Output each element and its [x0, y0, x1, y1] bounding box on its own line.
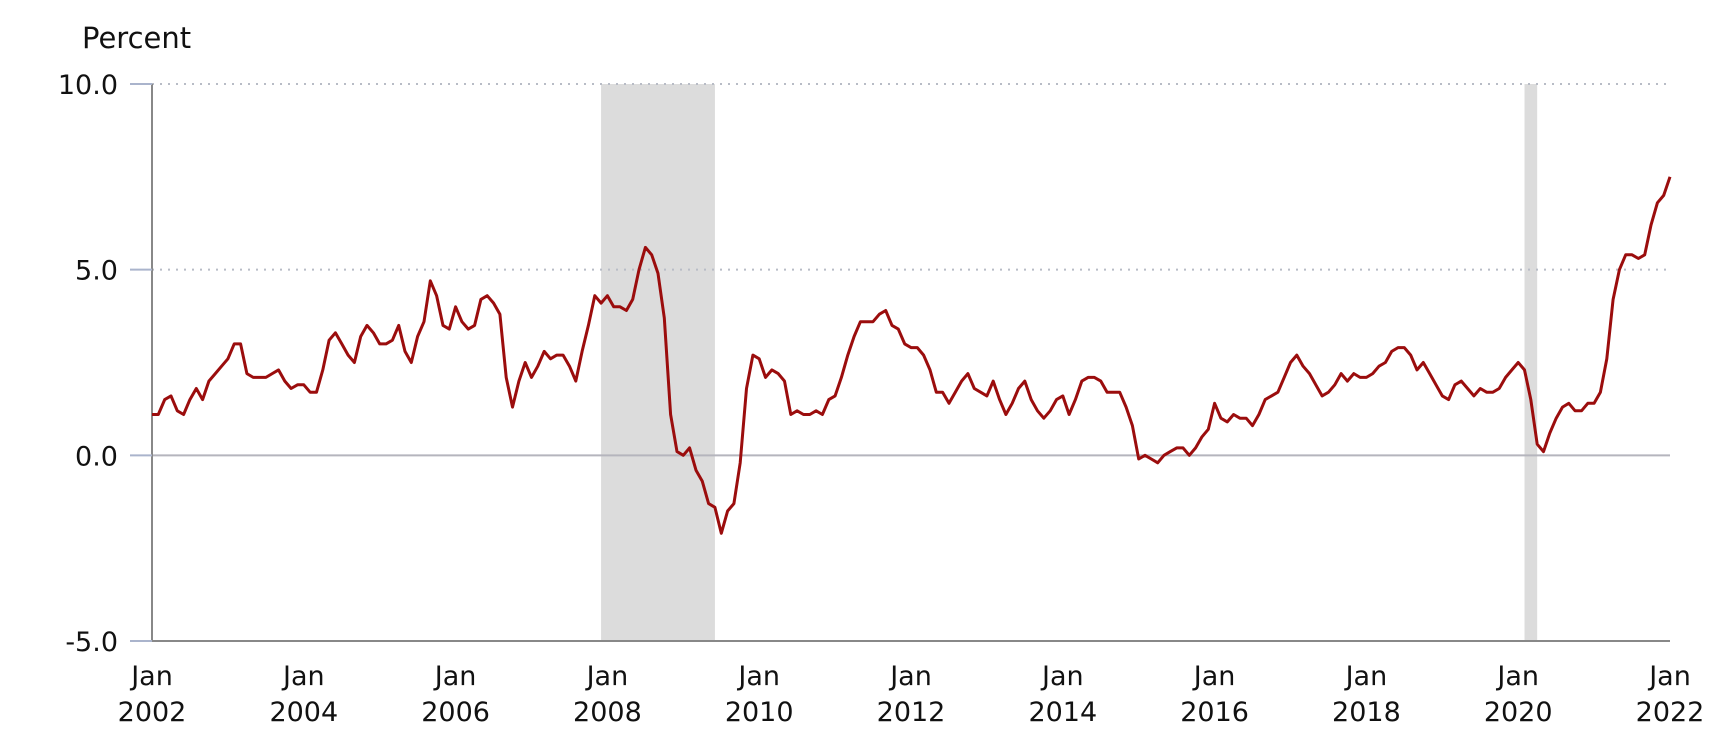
x-tick-year: 2004 — [269, 697, 338, 728]
x-tick-month: Jan — [1495, 661, 1539, 692]
x-tick-month: Jan — [281, 661, 325, 692]
x-tick-month: Jan — [585, 661, 629, 692]
x-tick-label: Jan 2016 — [1180, 661, 1249, 728]
y-tick-labels: 10.0 5.0 0.0 -5.0 — [58, 70, 118, 658]
y-tick-label: 0.0 — [75, 441, 118, 472]
x-tick-label: Jan 2018 — [1332, 661, 1401, 728]
x-tick-month: Jan — [1040, 661, 1084, 692]
x-tick-year: 2012 — [877, 697, 946, 728]
x-tick-year: 2008 — [573, 697, 642, 728]
x-tick-labels: Jan 2002 Jan 2004 Jan 2006 Jan 2008 Jan 2010 Jan 20… — [118, 661, 1705, 728]
x-tick-year: 2002 — [118, 697, 187, 728]
series-line — [152, 176, 1672, 535]
y-tick-label: 5.0 — [75, 256, 118, 287]
recession-band — [1524, 84, 1538, 641]
x-tick-month: Jan — [433, 661, 477, 692]
x-tick-year: 2010 — [725, 697, 794, 728]
x-tick-month: Jan — [888, 661, 932, 692]
x-tick-year: 2014 — [1028, 697, 1097, 728]
x-tick-month: Jan — [1192, 661, 1236, 692]
recession-shading-layer — [601, 84, 1538, 641]
x-tick-label: Jan 2004 — [269, 661, 338, 728]
x-tick-label: Jan 2002 — [118, 661, 187, 728]
x-tick-label: Jan 2020 — [1484, 661, 1553, 728]
recession-band — [601, 84, 715, 641]
y-axis-title: Percent — [82, 21, 191, 55]
y-tick-label: -5.0 — [65, 627, 118, 658]
x-tick-label: Jan 2014 — [1028, 661, 1097, 728]
x-tick-year: 2016 — [1180, 697, 1249, 728]
x-tick-label: Jan 2022 — [1636, 661, 1705, 728]
series-layer — [152, 176, 1672, 535]
x-tick-month: Jan — [736, 661, 780, 692]
x-tick-label: Jan 2006 — [421, 661, 490, 728]
x-tick-month: Jan — [1647, 661, 1691, 692]
axes — [130, 83, 1670, 642]
x-tick-label: Jan 2010 — [725, 661, 794, 728]
x-tick-label: Jan 2012 — [877, 661, 946, 728]
gridlines — [152, 83, 1670, 457]
x-tick-label: Jan 2008 — [573, 661, 642, 728]
x-tick-year: 2020 — [1484, 697, 1553, 728]
x-tick-year: 2022 — [1636, 697, 1705, 728]
x-tick-year: 2006 — [421, 697, 490, 728]
x-tick-month: Jan — [1344, 661, 1388, 692]
x-tick-year: 2018 — [1332, 697, 1401, 728]
y-tick-label: 10.0 — [58, 70, 118, 101]
x-tick-month: Jan — [129, 661, 173, 692]
